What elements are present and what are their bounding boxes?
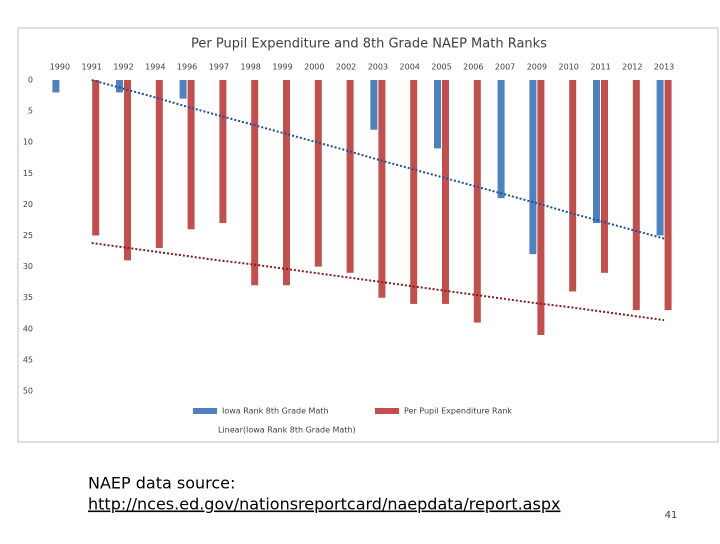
x-tick-label: 2010 [559, 63, 579, 72]
y-tick-label: 0 [28, 76, 33, 85]
x-tick-label: 1996 [177, 63, 197, 72]
y-tick-label: 45 [23, 355, 33, 364]
y-tick-label: 30 [23, 262, 33, 271]
x-tick-label: 2002 [336, 63, 356, 72]
y-tick-label: 15 [23, 169, 33, 178]
x-tick-label: 1994 [145, 63, 165, 72]
bar [52, 80, 60, 93]
source-label: NAEP data source: [88, 474, 235, 493]
x-tick-label: 1998 [241, 63, 261, 72]
bar [442, 80, 449, 304]
bar [124, 80, 131, 261]
x-tick-label: 2000 [304, 63, 324, 72]
bar [92, 80, 100, 236]
chart-title: Per Pupil Expenditure and 8th Grade NAEP… [191, 37, 547, 52]
y-tick-label: 5 [28, 107, 33, 116]
bar [219, 80, 227, 224]
bar [116, 80, 123, 93]
x-tick-label: 1997 [209, 63, 229, 72]
bar [346, 80, 354, 273]
y-tick-label: 40 [23, 324, 33, 333]
x-tick-label: 2009 [527, 63, 547, 72]
trend-line [91, 79, 665, 240]
bar [370, 80, 378, 130]
bar [537, 80, 545, 336]
legend-label: Per Pupil Expenditure Rank [404, 407, 512, 416]
y-tick-label: 10 [23, 138, 33, 147]
x-tick-label: 1990 [50, 63, 70, 72]
x-tick-label: 2013 [654, 63, 674, 72]
bar [155, 80, 163, 248]
bar [187, 80, 195, 230]
legend-label: Linear(Iowa Rank 8th Grade Math) [218, 426, 356, 435]
y-tick-label: 20 [23, 200, 33, 209]
bar [497, 80, 505, 199]
bar [179, 80, 187, 99]
bar [410, 80, 418, 304]
bar [283, 80, 290, 286]
bar [601, 80, 608, 273]
legend-swatch [375, 408, 399, 414]
bar [529, 80, 537, 255]
bar [378, 80, 386, 298]
x-tick-label: 1999 [272, 63, 292, 72]
y-tick-label: 25 [23, 231, 33, 240]
bar [251, 80, 259, 286]
x-tick-label: 2011 [590, 63, 610, 72]
legend-swatch [193, 408, 217, 414]
x-tick-label: 2004 [400, 63, 420, 72]
bar [632, 80, 640, 311]
bar [473, 80, 481, 323]
x-tick-label: 2003 [368, 63, 388, 72]
x-tick-label: 1991 [82, 63, 102, 72]
bar [664, 80, 672, 311]
bar [569, 80, 577, 292]
x-tick-label: 2007 [495, 63, 515, 72]
y-tick-label: 50 [23, 387, 33, 396]
y-tick-label: 35 [23, 293, 33, 302]
bar [656, 80, 664, 236]
trend-line [91, 241, 665, 322]
bar [434, 80, 441, 149]
x-tick-label: 2012 [622, 63, 642, 72]
bar [593, 80, 600, 224]
page-number: 41 [665, 510, 678, 521]
x-tick-label: 2005 [431, 63, 451, 72]
x-tick-label: 1992 [113, 63, 133, 72]
bar [314, 80, 322, 267]
legend-label: Iowa Rank 8th Grade Math [222, 407, 329, 416]
x-tick-label: 2006 [463, 63, 483, 72]
source-link[interactable]: http://nces.ed.gov/nationsreportcard/nae… [88, 495, 560, 514]
